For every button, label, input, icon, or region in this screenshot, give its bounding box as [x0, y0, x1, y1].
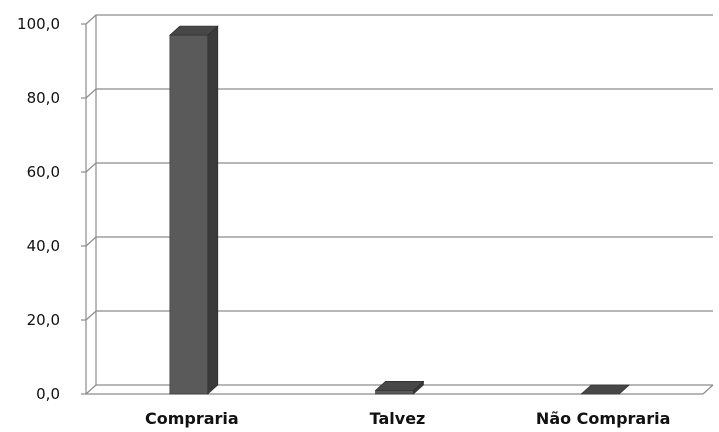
y-tick-label: 40,0 — [27, 237, 60, 255]
x-axis-depth-line — [702, 384, 714, 395]
y-tick-label: 100,0 — [17, 15, 60, 33]
bar — [169, 25, 219, 395]
y-tick-labels: 0,0 20,0 40,0 60,0 80,0 100,0 — [17, 15, 60, 403]
bar-top — [580, 384, 630, 395]
x-category-labels: Compraria Talvez Não Compraria — [145, 409, 670, 428]
bar-front — [375, 389, 414, 395]
y-tick-label: 80,0 — [27, 89, 60, 107]
bar — [374, 380, 425, 395]
bar — [580, 384, 630, 395]
bar-top — [374, 380, 425, 391]
bar-side — [207, 25, 219, 395]
bar-front — [169, 34, 209, 395]
x-category-label: Talvez — [370, 409, 426, 428]
y-tick-label: 20,0 — [27, 311, 60, 329]
x-category-label: Não Compraria — [536, 409, 670, 428]
y-tick-label: 0,0 — [36, 385, 60, 403]
y-tick-label: 60,0 — [27, 163, 60, 181]
bar-top — [169, 25, 219, 36]
x-category-label: Compraria — [145, 409, 239, 428]
gridline — [85, 14, 713, 25]
bars — [169, 25, 630, 395]
